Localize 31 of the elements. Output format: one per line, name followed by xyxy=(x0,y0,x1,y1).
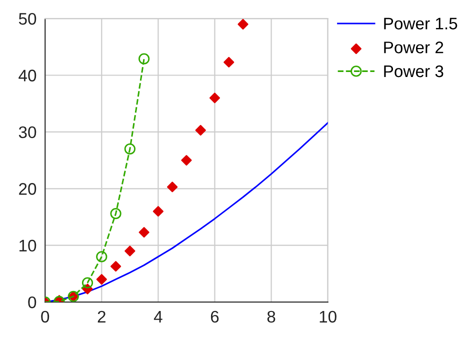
x-tick-label: 2 xyxy=(98,310,106,322)
y-tick-label: 10 xyxy=(20,240,36,252)
point xyxy=(82,277,94,288)
point xyxy=(138,227,150,238)
x-tick-label: 10 xyxy=(320,310,336,323)
point xyxy=(181,155,192,166)
point xyxy=(124,143,136,155)
y-tick-label: 20 xyxy=(19,183,36,195)
x-tick-label: 6 xyxy=(210,310,219,323)
point xyxy=(96,251,108,262)
point xyxy=(195,124,206,136)
y-tick-label: 40 xyxy=(18,70,36,82)
legend-label: Power 2 xyxy=(384,42,444,54)
point xyxy=(167,182,178,192)
point xyxy=(96,274,107,285)
legend-label: Power 3 xyxy=(384,65,444,78)
point xyxy=(110,208,122,220)
y-tick-label: 50 xyxy=(18,12,36,25)
point xyxy=(152,206,164,217)
point xyxy=(209,92,220,104)
y-tick-label: 0 xyxy=(28,296,36,308)
x-tick-label: 8 xyxy=(267,310,276,323)
point xyxy=(124,246,136,256)
x-tick-label: 4 xyxy=(154,310,162,322)
point xyxy=(224,56,234,68)
point xyxy=(238,18,248,30)
legend-label: Power 1.5 xyxy=(384,18,458,30)
y-tick-label: 30 xyxy=(18,126,36,138)
x-tick-label: 0 xyxy=(41,310,50,323)
point xyxy=(138,53,150,64)
point xyxy=(110,261,122,272)
